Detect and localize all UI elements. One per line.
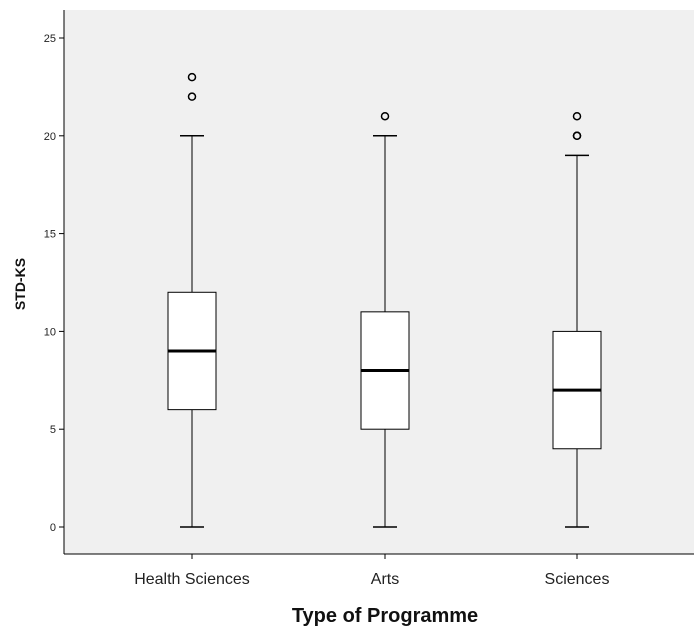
y-tick-label: 15 xyxy=(44,229,56,241)
outlier-point xyxy=(380,111,390,121)
outlier-point xyxy=(572,111,582,121)
y-tick-label: 25 xyxy=(44,33,56,45)
box-arts xyxy=(360,111,410,528)
y-tick-label: 5 xyxy=(50,424,56,436)
y-tick-label: 10 xyxy=(44,326,56,338)
y-tick-label: 0 xyxy=(50,522,56,534)
x-axis: Health Sciences Arts Sciences xyxy=(64,553,694,588)
x-tick-label: Sciences xyxy=(545,571,610,588)
box-sciences xyxy=(552,111,602,528)
x-tick-label: Arts xyxy=(371,571,399,588)
outlier-point xyxy=(572,131,582,141)
outlier-point xyxy=(187,72,197,82)
y-tick-label: 20 xyxy=(44,131,56,143)
x-axis-title: Type of Programme xyxy=(292,605,478,627)
outlier-point xyxy=(187,92,197,101)
box-series xyxy=(167,72,602,528)
plot-area xyxy=(64,10,694,554)
box-health-sciences xyxy=(167,72,217,528)
y-axis-title: STD-KS xyxy=(12,258,28,310)
x-tick-label: Health Sciences xyxy=(134,571,250,588)
y-axis: 0 5 10 15 20 25 xyxy=(44,10,65,554)
